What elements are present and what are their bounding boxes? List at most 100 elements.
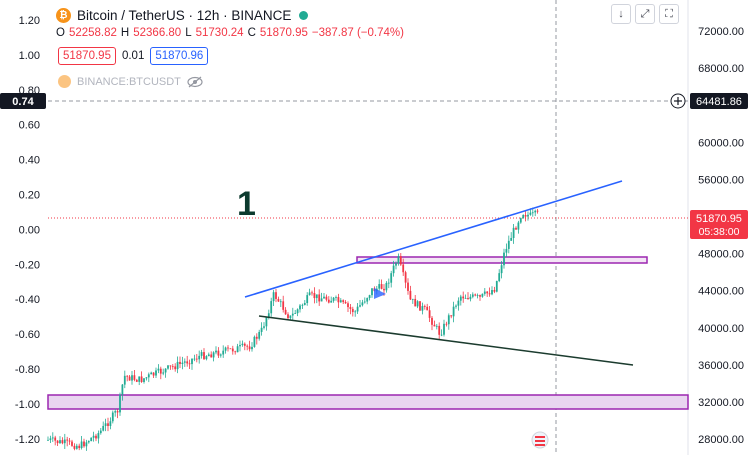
candle-body: [116, 411, 119, 413]
candle-body: [495, 281, 498, 292]
left-crosshair-value: 0.74: [12, 96, 34, 108]
candle-body: [85, 442, 88, 447]
candle-body: [517, 222, 520, 230]
candle-body: [68, 440, 71, 442]
candle-body: [421, 306, 424, 311]
candle-body: [515, 227, 517, 230]
candle-body: [510, 238, 513, 241]
left-axis-label: 1.20: [19, 15, 40, 27]
upper-trend-line[interactable]: [244, 180, 623, 298]
candle-body: [433, 324, 436, 327]
candle-body: [450, 315, 453, 317]
candle-body: [301, 304, 304, 306]
candle-body: [107, 423, 109, 426]
candle-body: [145, 377, 148, 379]
candle-body: [467, 298, 469, 300]
support-zone-lower[interactable]: [47, 394, 689, 410]
sell-price-button[interactable]: 51870.95: [58, 47, 116, 65]
source-label: BINANCE:BTCUSDT: [77, 75, 181, 88]
source-legend[interactable]: BINANCE:BTCUSDT: [58, 75, 203, 88]
candle-body: [507, 240, 510, 249]
left-axis-label: 0.00: [19, 224, 40, 236]
candle-body: [349, 307, 352, 309]
candle-body: [121, 384, 124, 395]
candle-body: [419, 301, 421, 311]
candle-body: [303, 303, 306, 305]
lower-trend-line[interactable]: [258, 315, 634, 366]
candle-body: [296, 309, 299, 314]
fullscreen-button[interactable]: ⛶: [659, 4, 679, 24]
market-open-status-icon: [299, 10, 309, 20]
candle-body: [325, 296, 328, 300]
candle-body: [243, 343, 246, 346]
candle-body: [399, 256, 402, 265]
candle-body: [457, 300, 460, 306]
candle-body: [411, 298, 414, 300]
candle-body: [423, 306, 426, 307]
candle-body: [287, 314, 289, 319]
candle-body: [234, 351, 237, 353]
candle-body: [54, 437, 57, 441]
candle-body: [299, 305, 301, 310]
candle-body: [481, 293, 484, 297]
candle-body: [392, 265, 395, 274]
symbol-legend[interactable]: ₿ Bitcoin / TetherUS · 12h · BINANCE: [56, 5, 309, 25]
flag-stripe-3: [535, 444, 545, 446]
candle-body: [344, 302, 347, 304]
eye-hidden-icon[interactable]: [187, 76, 203, 88]
flag-stripe-1: [535, 436, 545, 438]
right-axis-label: 28000.00: [698, 434, 744, 446]
candle-body: [395, 263, 397, 266]
candle-body: [167, 365, 169, 369]
candle-body: [464, 298, 467, 299]
candle-body: [404, 272, 407, 283]
candle-body: [248, 346, 251, 350]
candle-body: [181, 362, 184, 364]
candle-body: [176, 361, 179, 370]
high-value: 52366.80: [133, 27, 182, 39]
collapse-down-button[interactable]: ↓: [611, 4, 631, 24]
buy-price-button[interactable]: 51870.96: [150, 47, 209, 65]
candle-body: [71, 441, 73, 446]
bitcoin-icon: ₿: [56, 7, 71, 23]
candle-body: [339, 300, 342, 303]
candle-body: [277, 298, 280, 302]
candle-body: [227, 347, 229, 349]
candle-body: [265, 317, 268, 327]
candle-body: [524, 214, 527, 217]
candle-body: [445, 323, 448, 325]
candle-body: [347, 303, 349, 308]
candle-body: [380, 284, 383, 289]
candle-body: [306, 295, 309, 304]
candle-body: [438, 325, 441, 335]
candle-body: [527, 214, 529, 217]
left-axis-label: -1.20: [15, 434, 40, 446]
symbol-title[interactable]: Bitcoin / TetherUS · 12h · BINANCE: [77, 7, 292, 23]
candle-body: [275, 292, 277, 299]
candle-body: [414, 298, 417, 307]
candle-body: [215, 350, 217, 353]
candle-body: [363, 301, 366, 303]
high-label: H: [120, 27, 130, 39]
right-axis-label: 36000.00: [698, 360, 744, 372]
left-axis-label: 0.40: [19, 155, 40, 167]
candle-body: [126, 375, 129, 377]
candle-body: [503, 252, 505, 266]
right-axis-label: 44000.00: [698, 286, 744, 298]
candle-body: [435, 325, 438, 327]
candle-body: [123, 375, 126, 385]
candle-body: [455, 305, 457, 307]
candle-body: [102, 425, 105, 431]
candle-body: [51, 437, 54, 439]
candle-body: [519, 218, 522, 223]
candle-body: [431, 317, 433, 325]
wave-label: 1: [237, 185, 256, 223]
maximize-pane-button[interactable]: ⤢: [635, 4, 655, 24]
candle-body: [59, 440, 61, 444]
candle-body: [397, 256, 400, 264]
candle-body: [131, 375, 133, 381]
right-axis-label: 32000.00: [698, 397, 744, 409]
candle-body: [66, 439, 69, 441]
